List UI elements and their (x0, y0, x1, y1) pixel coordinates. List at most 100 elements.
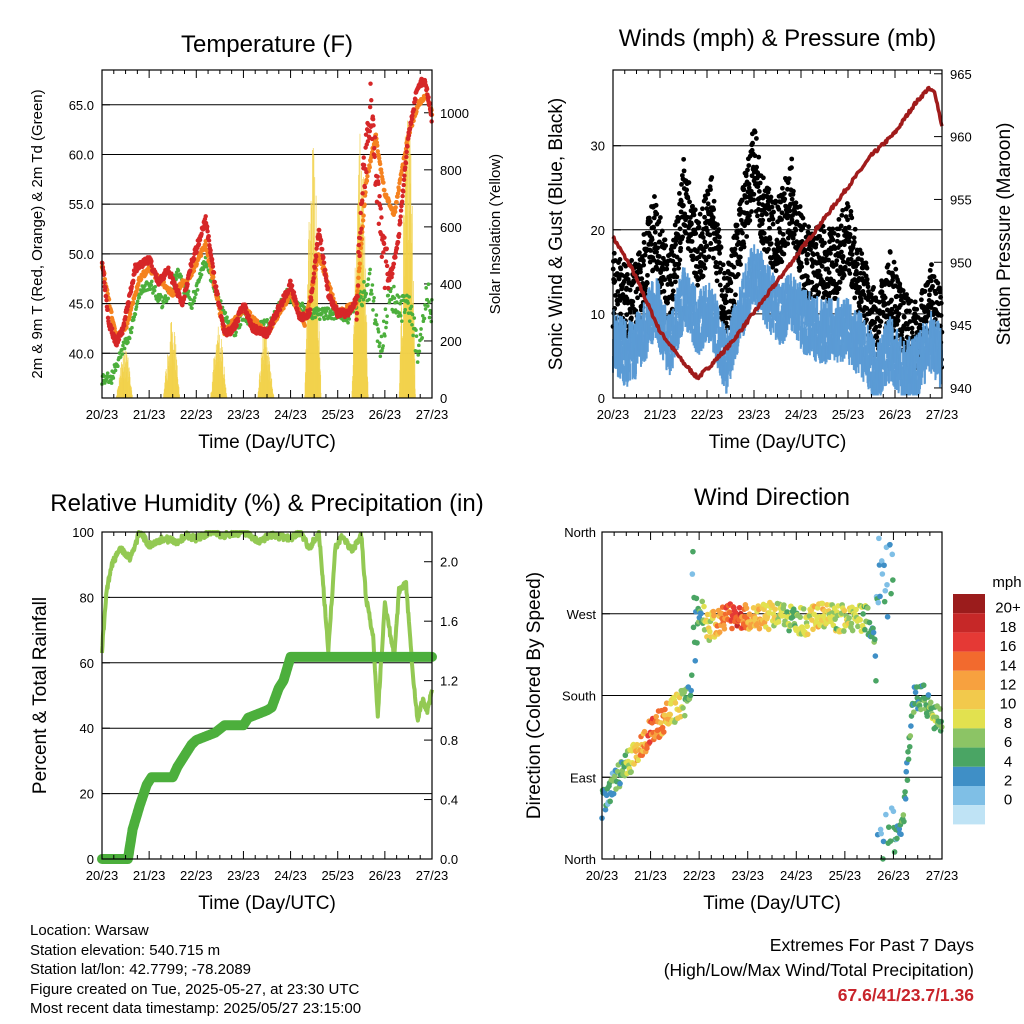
gust-point (840, 207, 846, 213)
dewpoint-point (126, 340, 130, 345)
gust-point (638, 269, 643, 275)
temp-2m-point (365, 139, 371, 144)
gust-point (678, 209, 684, 215)
y2-tick-label: 955 (950, 192, 972, 207)
gust-point (833, 262, 839, 267)
gust-point (840, 259, 846, 265)
x-tick-label: 25/23 (321, 407, 354, 422)
gust-point (829, 260, 835, 266)
gust-point (616, 276, 622, 282)
gust-point (618, 311, 624, 317)
gust-point (813, 242, 819, 247)
temp-2m-point (310, 286, 315, 292)
temp-2m-point (409, 116, 415, 122)
temp-2m-point (206, 238, 212, 243)
temp-2m-point (371, 123, 376, 128)
temp-2m-point (201, 226, 206, 232)
gust-point (768, 194, 774, 200)
gust-point (789, 196, 795, 202)
temp-9m-point (396, 187, 402, 193)
dewpoint-point (153, 284, 157, 289)
y-tick-label: 45.0 (69, 297, 94, 312)
gust-point (892, 303, 898, 309)
temp-2m-point (221, 323, 227, 329)
dewpoint-point (225, 315, 229, 319)
temp-2m-point (391, 261, 397, 267)
dewpoint-point (383, 307, 388, 312)
gust-point (930, 301, 936, 306)
gust-point (836, 216, 842, 222)
gust-point (770, 216, 776, 222)
temp-2m-point (313, 257, 318, 263)
gust-point (655, 245, 661, 251)
gust-point (770, 221, 776, 227)
gust-point (680, 234, 685, 240)
dewpoint-point (318, 317, 322, 322)
gust-point (641, 240, 647, 245)
gust-point (819, 263, 825, 269)
temp-2m-point (355, 283, 361, 288)
gust-point (733, 292, 738, 298)
y2-tick-label: 200 (440, 334, 462, 349)
temp-9m-point (361, 213, 366, 218)
gust-point (662, 277, 668, 283)
temp-2m-point (375, 174, 380, 179)
dewpoint-point (369, 288, 374, 293)
gust-point (864, 276, 870, 282)
temp-2m-point (357, 253, 362, 259)
y2-tick-label: 945 (950, 318, 972, 333)
gust-point (683, 230, 689, 236)
temp-9m-point (211, 274, 216, 280)
x-tick-label: 23/23 (227, 407, 260, 422)
gust-point (791, 232, 797, 237)
gust-point (855, 261, 860, 267)
gust-point (656, 254, 662, 259)
gust-point (781, 191, 787, 196)
dewpoint-point (361, 297, 366, 302)
dewpoint-point (190, 306, 194, 310)
gust-point (656, 219, 662, 224)
temp-2m-point (387, 277, 392, 283)
temp-2m-point (399, 203, 404, 209)
temp-2m-point (169, 271, 174, 276)
gust-point (891, 259, 897, 265)
x-axis-label: Time (Day/UTC) (198, 432, 336, 453)
temp-2m-point (376, 181, 381, 187)
temp-2m-point (403, 165, 408, 170)
temp-2m-point (185, 281, 190, 287)
dewpoint-point (414, 334, 419, 338)
temp-2m-point (235, 318, 241, 324)
dewpoint-point (135, 299, 140, 304)
temp-2m-point (354, 317, 359, 322)
temp-2m-point (295, 306, 300, 312)
dewpoint-point (120, 352, 125, 356)
gust-point (865, 284, 871, 290)
wind-series (612, 244, 943, 396)
dewpoint-point (392, 296, 397, 300)
temp-2m-point (277, 307, 283, 312)
dewpoint-point (407, 295, 411, 299)
dewpoint-point (380, 349, 384, 353)
gust-point (797, 204, 803, 209)
temp-9m-point (198, 253, 204, 258)
gust-point (889, 311, 895, 317)
temp-2m-point (307, 307, 313, 312)
gust-point (841, 242, 847, 248)
temp-2m-point (398, 220, 403, 225)
gust-point (802, 222, 808, 228)
gust-point (696, 220, 702, 226)
gust-point (734, 222, 740, 228)
dewpoint-point (324, 313, 328, 318)
y-tick-label: 65.0 (69, 98, 94, 113)
gust-point (714, 264, 720, 270)
dewpoint-point (102, 374, 107, 378)
gust-point (678, 199, 684, 204)
gust-point (909, 330, 915, 335)
gust-point (750, 140, 755, 146)
temp-9m-series (99, 92, 435, 343)
y-tick-label: 50.0 (69, 247, 94, 262)
gust-point (717, 282, 723, 288)
temp-2m-point (103, 294, 109, 299)
gust-point (649, 237, 655, 243)
gust-point (718, 244, 724, 250)
